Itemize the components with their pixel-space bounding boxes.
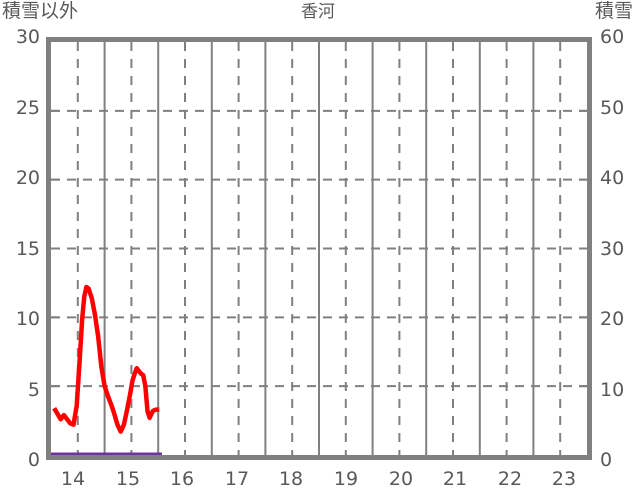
x-tick-21: 21 [442,468,468,490]
y-tick-left-0: 0 [27,449,40,471]
x-tick-22: 22 [497,468,523,490]
y-tick-left-5: 5 [27,379,40,401]
axis-ticks [51,109,587,388]
y-tick-left-10: 10 [15,308,40,330]
x-tick-18: 18 [278,468,304,490]
x-tick-16: 16 [169,468,195,490]
y-tick-right-10: 10 [600,379,625,401]
y-tick-right-30: 30 [600,238,625,260]
y-tick-right-0: 0 [600,449,613,471]
series-line-1 [52,284,160,434]
y-tick-right-20: 20 [600,308,625,330]
y-tick-left-25: 25 [15,97,40,119]
x-tick-15: 15 [115,468,141,490]
x-tick-14: 14 [60,468,86,490]
x-tick-19: 19 [333,468,359,490]
y-tick-right-60: 60 [600,26,625,48]
y-tick-left-30: 30 [15,26,40,48]
gridlines [51,42,587,455]
page-title: 香河 [301,2,335,22]
y-tick-left-20: 20 [15,167,40,189]
left-axis-title: 積雪以外 [2,0,79,22]
y-tick-right-50: 50 [600,97,625,119]
x-tick-23: 23 [551,468,577,490]
plot-canvas [51,42,587,455]
data-series [51,284,162,455]
right-axis-title: 積雪 [594,0,633,22]
plot-frame [46,37,592,460]
y-tick-left-15: 15 [15,238,40,260]
y-tick-right-40: 40 [600,167,625,189]
x-tick-20: 20 [388,468,414,490]
x-tick-17: 17 [224,468,250,490]
